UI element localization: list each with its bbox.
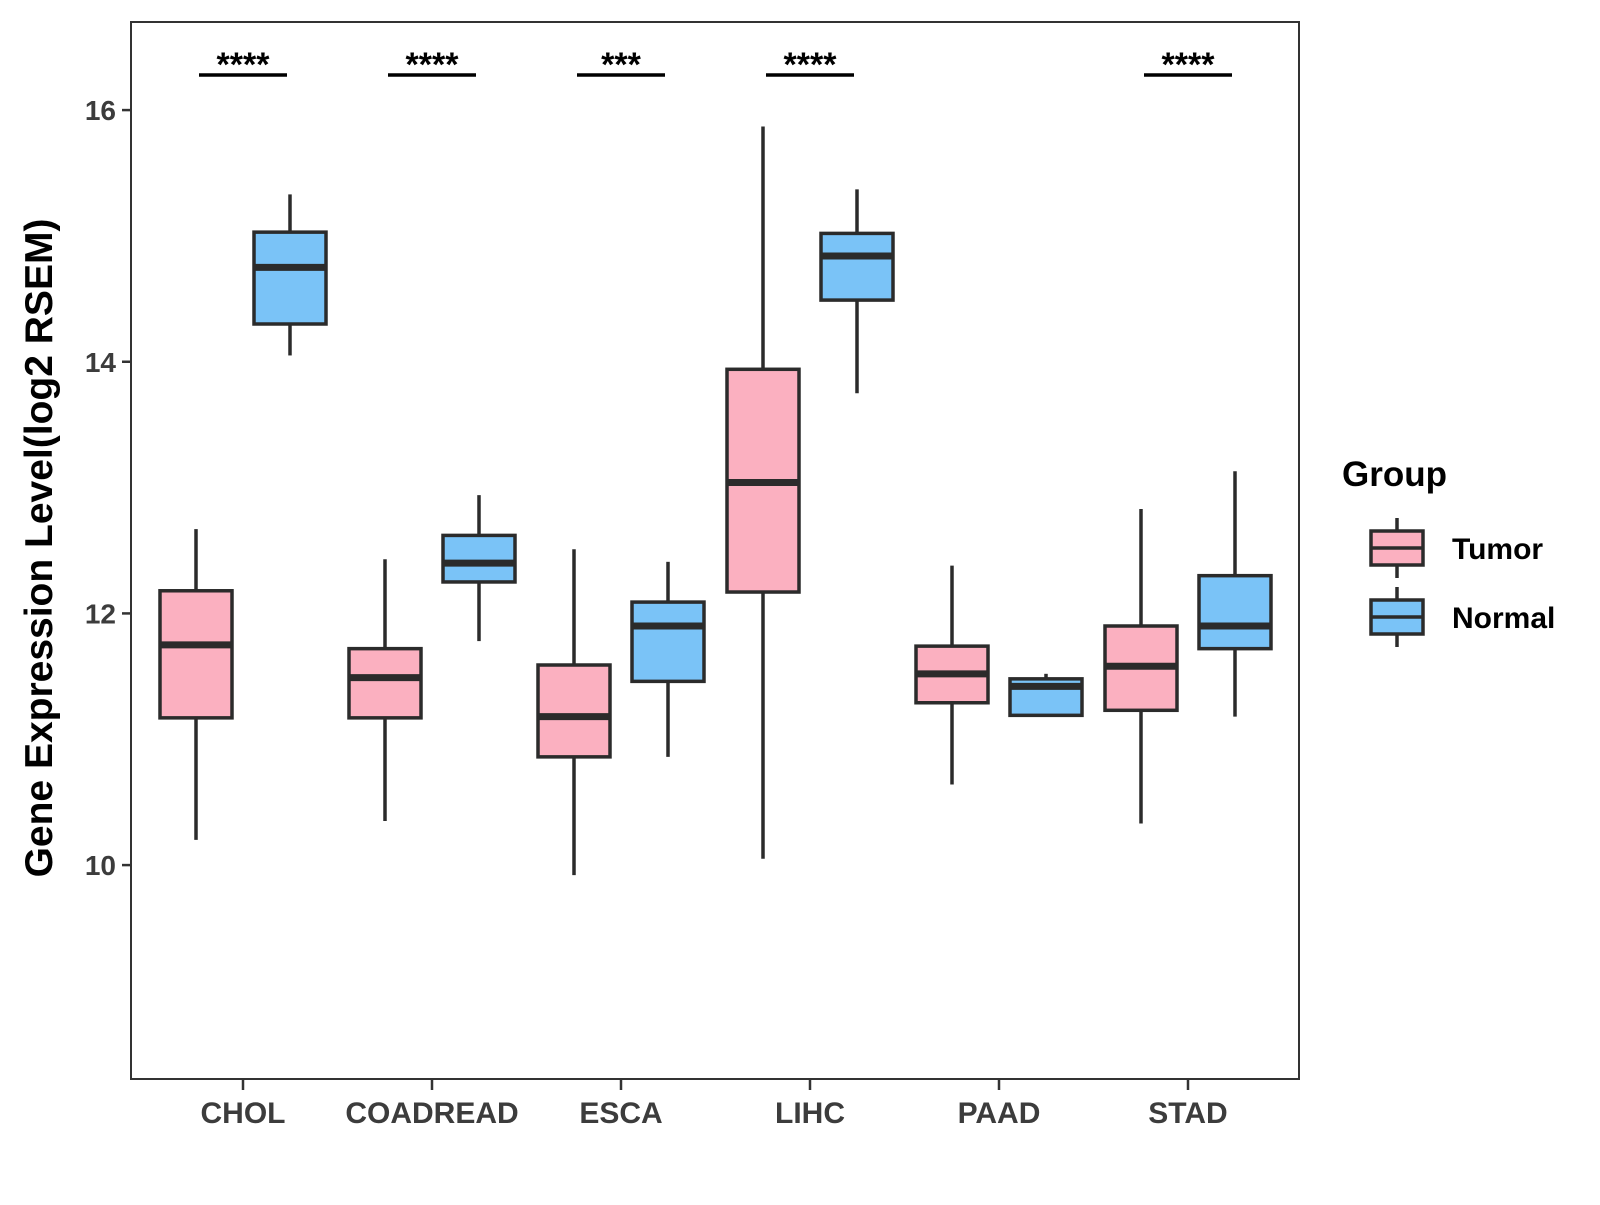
box-normal-coadread bbox=[441, 495, 517, 642]
legend-item-normal: Normal bbox=[1369, 587, 1555, 647]
box-tumor-esca bbox=[536, 549, 612, 876]
significance-label: **** bbox=[784, 46, 838, 84]
legend-item-tumor: Tumor bbox=[1369, 518, 1543, 578]
y-tick-label: 12 bbox=[85, 598, 116, 629]
x-tick-label: ESCA bbox=[579, 1097, 662, 1130]
x-tick-label: PAAD bbox=[958, 1097, 1041, 1130]
box-tumor-stad bbox=[1103, 508, 1179, 824]
box-tumor-coadread bbox=[347, 559, 423, 822]
x-tick-label: STAD bbox=[1148, 1097, 1227, 1130]
box-body bbox=[1197, 573, 1273, 651]
box-body bbox=[630, 600, 706, 684]
significance-label: **** bbox=[217, 46, 271, 84]
legend-label: Normal bbox=[1452, 602, 1555, 635]
box-normal-esca bbox=[630, 561, 706, 757]
legend-label: Tumor bbox=[1452, 533, 1543, 566]
significance-label: *** bbox=[601, 46, 641, 84]
box-body bbox=[819, 231, 895, 302]
box-body bbox=[347, 646, 423, 720]
x-tick-label: LIHC bbox=[775, 1097, 845, 1130]
legend-title: Group bbox=[1342, 455, 1447, 494]
box-normal-paad bbox=[1008, 673, 1084, 718]
box-tumor-lihc bbox=[725, 126, 801, 859]
legend: Group Tumor Normal bbox=[1342, 455, 1555, 647]
box-tumor-paad bbox=[914, 565, 990, 785]
y-tick-label: 16 bbox=[85, 95, 116, 126]
box-normal-lihc bbox=[819, 189, 895, 394]
panel-border bbox=[130, 21, 1300, 1080]
box-body bbox=[441, 533, 517, 584]
significance-label: **** bbox=[406, 46, 460, 84]
y-axis-title: Gene Expression Level(log2 RSEM) bbox=[18, 219, 61, 878]
box-body bbox=[536, 663, 612, 759]
x-tick-label: COADREAD bbox=[345, 1097, 518, 1130]
box-body bbox=[158, 589, 234, 720]
box-normal-stad bbox=[1197, 471, 1273, 717]
y-tick-label: 14 bbox=[85, 347, 117, 378]
significance-label: **** bbox=[1162, 46, 1216, 84]
y-tick-label: 10 bbox=[85, 850, 116, 881]
x-tick-label: CHOL bbox=[201, 1097, 286, 1130]
box-normal-chol bbox=[252, 194, 328, 356]
box-body bbox=[252, 230, 328, 326]
box-tumor-chol bbox=[158, 529, 234, 840]
